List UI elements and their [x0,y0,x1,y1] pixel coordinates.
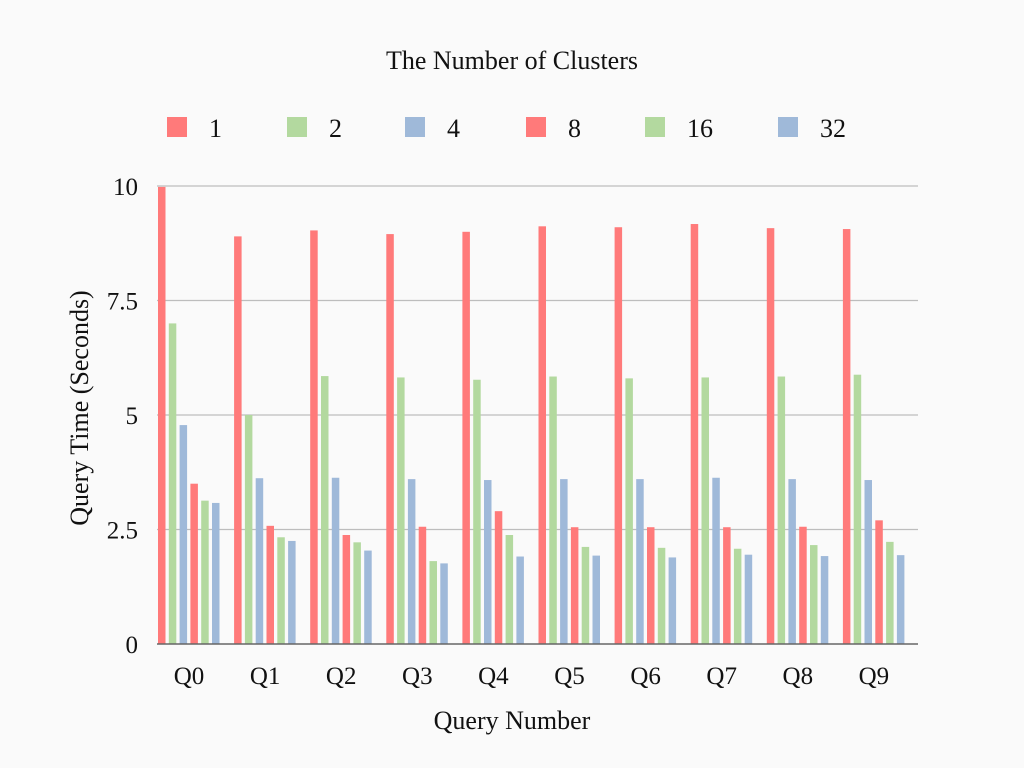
legend-label-16: 16 [687,114,713,143]
bar-q4-series-1 [462,231,470,645]
bar-q9-series-2 [853,374,862,644]
bar-q1-series-16 [277,537,285,644]
chart-title: The Number of Clusters [386,46,638,75]
bar-q2-series-16 [353,542,361,644]
bar-q9-series-32 [896,555,905,644]
bar-q1-series-1 [234,236,242,644]
bar-q9-series-4 [864,480,872,644]
x-tick-label: Q4 [478,663,509,690]
bar-q9-series-16 [886,541,894,644]
legend-label-8: 8 [568,114,581,143]
bar-q3-series-1 [386,234,394,644]
legend-swatch-32 [778,117,798,137]
bar-q5-series-16 [581,546,590,644]
bar-q4-series-2 [473,379,481,644]
x-tick-label: Q1 [250,663,281,690]
bar-q1-series-2 [244,415,253,644]
bar-q5-series-1 [538,226,546,644]
bar-q3-series-4 [407,479,416,644]
gridlines [157,185,918,531]
bar-q4-series-4 [484,480,492,644]
bar-q8-series-1 [766,228,775,645]
bar-q7-series-2 [701,377,709,644]
legend-swatch-2 [287,117,307,137]
legend-label-2: 2 [329,114,342,143]
bar-q3-series-16 [429,561,437,644]
x-tick-labels: Q0 Q1 Q2 Q3 Q4 Q5 Q6 Q7 Q8 Q9 [174,663,889,690]
legend-swatch-1 [167,117,187,137]
y-tick-label: 0 [126,632,139,659]
x-tick-label: Q0 [174,663,205,690]
x-tick-label: Q9 [859,663,890,690]
legend-swatch-16 [645,117,665,137]
bar-q6-series-2 [625,378,633,644]
bar-q2-series-1 [310,230,318,644]
bar-q2-series-32 [364,550,372,644]
y-axis-label: Query Time (Seconds) [65,290,94,525]
x-tick-label: Q7 [706,663,737,690]
bar-q7-series-4 [712,477,720,644]
bar-q2-series-2 [321,376,329,644]
bar-q4-series-16 [505,534,514,644]
bar-q6-series-8 [647,527,655,644]
bar-q1-series-32 [288,540,296,644]
legend-swatch-8 [526,117,546,137]
x-tick-label: Q6 [630,663,661,690]
bar-q5-series-4 [560,479,568,644]
bar-q7-series-16 [733,548,742,644]
bar-q5-series-8 [570,527,579,644]
y-tick-labels: 0 2.5 5 7.5 10 [107,174,138,659]
bar-q6-series-4 [636,479,644,644]
x-tick-label: Q3 [402,663,433,690]
bar-q5-series-2 [549,376,557,644]
bar-q9-series-1 [842,229,851,644]
bar-q9-series-8 [875,520,883,644]
y-tick-label: 10 [113,174,138,201]
y-tick-label: 7.5 [107,289,138,316]
bar-q2-series-8 [342,534,351,644]
bar-q3-series-32 [440,563,448,644]
bar-q0-series-32 [212,502,220,644]
bars [158,186,905,645]
bar-q0-series-2 [168,323,177,644]
bar-q3-series-2 [397,377,405,644]
bar-q7-series-8 [723,527,731,644]
legend-label-32: 32 [820,114,846,143]
x-tick-label: Q5 [554,663,585,690]
legend-label-4: 4 [447,114,460,143]
bar-q6-series-32 [668,557,677,644]
bar-q6-series-16 [657,547,666,644]
bar-q1-series-8 [266,525,274,644]
bar-q0-series-16 [201,500,209,644]
bar-q8-series-32 [820,556,829,644]
bar-q4-series-8 [494,511,503,644]
bar-q6-series-1 [614,227,623,644]
y-tick-label: 5 [126,403,139,430]
bar-q5-series-32 [592,555,600,644]
legend: 1 2 4 8 16 32 [167,114,846,143]
bar-q8-series-2 [777,376,786,644]
bar-q0-series-4 [179,425,188,644]
bar-q2-series-4 [331,477,340,644]
bar-q4-series-32 [516,556,524,644]
x-tick-label: Q2 [326,663,357,690]
x-axis-label: Query Number [434,706,591,735]
bar-q1-series-4 [255,478,264,644]
bar-q0-series-8 [190,483,198,644]
bar-q8-series-16 [810,545,818,644]
bar-q7-series-1 [690,224,699,644]
bar-q0-series-1 [158,186,166,644]
bar-q3-series-8 [418,526,427,644]
legend-label-1: 1 [209,114,222,143]
bar-q8-series-8 [799,526,807,644]
y-tick-label: 2.5 [107,518,138,545]
legend-swatch-4 [405,117,425,137]
bar-q8-series-4 [788,479,796,644]
bar-q7-series-32 [744,554,753,644]
x-tick-label: Q8 [783,663,814,690]
